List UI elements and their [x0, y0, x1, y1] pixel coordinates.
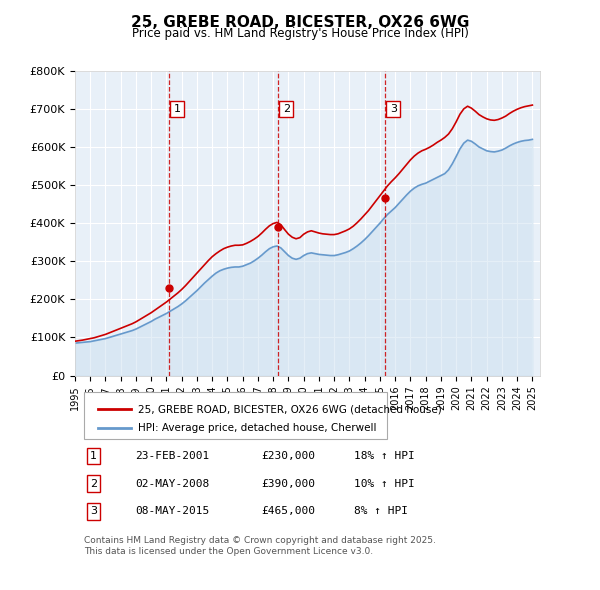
Text: 2: 2: [283, 104, 290, 114]
Text: 08-MAY-2015: 08-MAY-2015: [136, 506, 210, 516]
Text: 23-FEB-2001: 23-FEB-2001: [136, 451, 210, 461]
Text: 2: 2: [90, 478, 97, 489]
Text: Price paid vs. HM Land Registry's House Price Index (HPI): Price paid vs. HM Land Registry's House …: [131, 27, 469, 40]
Text: 3: 3: [390, 104, 397, 114]
Text: £465,000: £465,000: [261, 506, 315, 516]
Text: 02-MAY-2008: 02-MAY-2008: [136, 478, 210, 489]
Text: 25, GREBE ROAD, BICESTER, OX26 6WG: 25, GREBE ROAD, BICESTER, OX26 6WG: [131, 15, 469, 30]
Text: 10% ↑ HPI: 10% ↑ HPI: [354, 478, 415, 489]
Text: £390,000: £390,000: [261, 478, 315, 489]
Text: 18% ↑ HPI: 18% ↑ HPI: [354, 451, 415, 461]
Text: 3: 3: [90, 506, 97, 516]
Text: Contains HM Land Registry data © Crown copyright and database right 2025.
This d: Contains HM Land Registry data © Crown c…: [84, 536, 436, 556]
Text: 25, GREBE ROAD, BICESTER, OX26 6WG (detached house): 25, GREBE ROAD, BICESTER, OX26 6WG (deta…: [138, 405, 442, 414]
Text: 1: 1: [173, 104, 181, 114]
Text: HPI: Average price, detached house, Cherwell: HPI: Average price, detached house, Cher…: [138, 423, 376, 433]
Text: 1: 1: [90, 451, 97, 461]
Text: £230,000: £230,000: [261, 451, 315, 461]
Text: 8% ↑ HPI: 8% ↑ HPI: [354, 506, 408, 516]
FancyBboxPatch shape: [84, 392, 386, 439]
